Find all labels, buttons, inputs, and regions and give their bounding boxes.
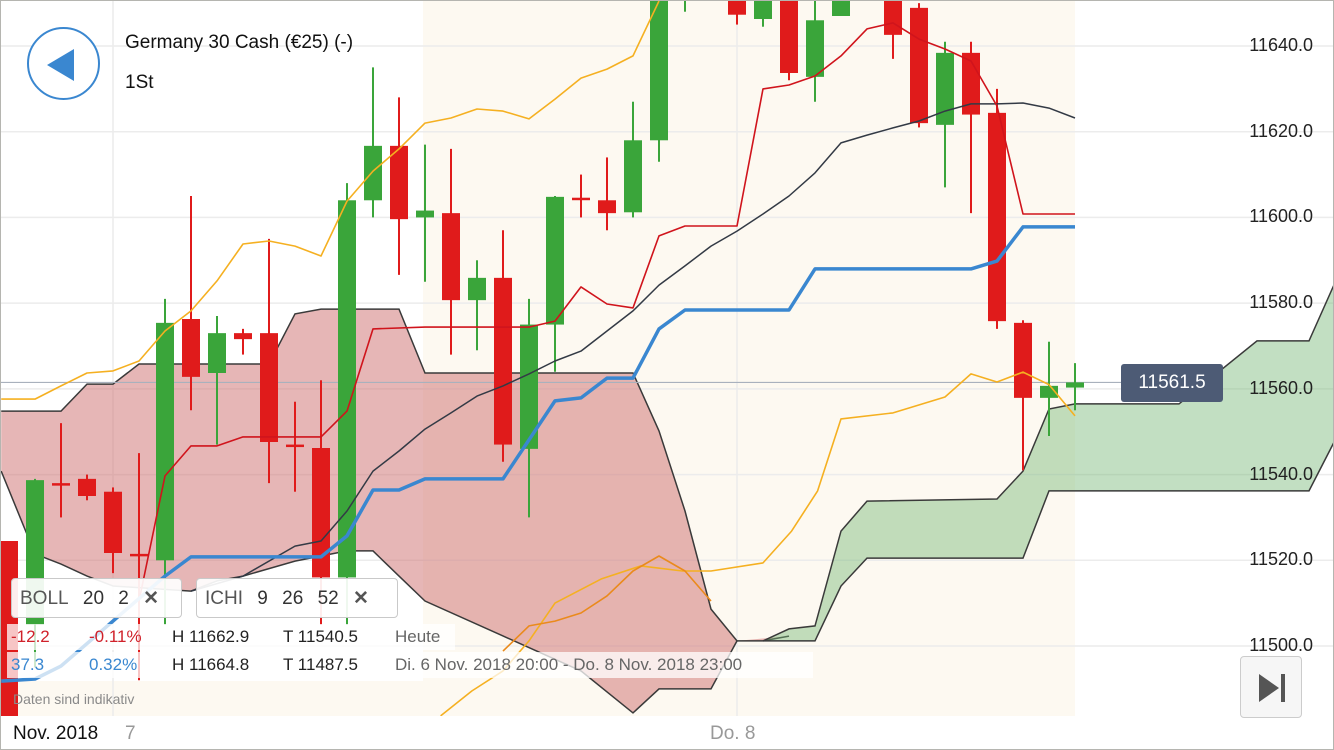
indicator-param: 9 <box>257 588 268 609</box>
y-tick-label: 11580.0 <box>1249 292 1313 313</box>
bollinger-lower-line <box>440 371 1076 717</box>
skip-to-end-icon <box>1259 674 1285 702</box>
change-value: 37.3 <box>11 655 45 674</box>
candle-down <box>312 448 330 578</box>
candle-up <box>208 333 226 373</box>
change-value: -12.2 <box>11 627 50 646</box>
stats-row-today: -12.2 -0.11% H 11662.9 T 11540.5 Heute <box>7 624 455 650</box>
candle-down <box>884 1 902 35</box>
candle-up <box>546 196 564 325</box>
candle-down <box>780 1 798 73</box>
ichimoku-orange-line <box>502 555 712 652</box>
bollinger-upper-line <box>1 1 660 400</box>
candle-down <box>390 145 408 220</box>
high-value: H 11664.8 <box>172 655 250 674</box>
indicator-param: 20 <box>82 588 105 609</box>
day-label: Do. 8 <box>710 723 756 744</box>
y-tick-label: 11540.0 <box>1249 463 1313 484</box>
candle-up <box>364 145 382 201</box>
candle-down <box>52 483 70 486</box>
candle-down <box>130 553 148 557</box>
candle-up <box>806 20 824 77</box>
day-label: 7 <box>125 723 136 744</box>
candle-up <box>416 210 434 218</box>
instrument-title: Germany 30 Cash (€25) (-) <box>125 32 354 53</box>
y-tick-label: 11520.0 <box>1249 549 1313 570</box>
y-tick-label: 11640.0 <box>1249 35 1313 55</box>
candle-up <box>156 322 174 561</box>
candle-down <box>286 444 304 448</box>
ichimoku-kijun-line <box>1 225 1075 683</box>
stats-row-period: 37.3 0.32% H 11664.8 T 11487.5 Di. 6 Nov… <box>7 652 813 678</box>
scroll-to-end-button[interactable] <box>1240 656 1302 718</box>
time-axis: Nov. 2018 7 Do. 8 <box>1 716 1333 749</box>
candle-down <box>442 213 460 301</box>
candle-up <box>624 140 642 213</box>
candle-down <box>598 200 616 214</box>
ichimoku-cloud-green <box>763 287 1333 641</box>
candle-up <box>832 1 850 16</box>
indicator-name: BOLL <box>20 588 69 609</box>
change-percent: 0.32% <box>89 655 138 674</box>
candle-down <box>260 333 278 442</box>
timeframe-label[interactable]: 1St <box>125 72 154 93</box>
candle-up <box>650 1 668 141</box>
y-tick-label: 11600.0 <box>1249 206 1313 227</box>
range-label: Heute <box>395 627 441 646</box>
indicator-name: ICHI <box>205 588 243 609</box>
candle-down <box>910 7 928 124</box>
ichimoku-cloud-green-edge <box>762 285 1333 642</box>
ichimoku-dark-line <box>190 102 1076 592</box>
indicator-param: 26 <box>282 588 304 609</box>
low-value: T 11487.5 <box>283 655 358 674</box>
candle-down <box>988 112 1006 322</box>
current-price-tag: 11561.5 <box>1121 364 1223 402</box>
y-tick-label: 11500.0 <box>1249 635 1313 655</box>
candle-down <box>572 197 590 201</box>
candle-up <box>468 277 486 301</box>
high-value: H 11662.9 <box>172 627 250 646</box>
back-button[interactable] <box>27 27 100 100</box>
close-x-icon[interactable]: ✕ <box>352 588 369 609</box>
range-label: Di. 6 Nov. 2018 20:00 - Do. 8 Nov. 2018 … <box>395 655 743 674</box>
low-value: T 11540.5 <box>283 627 358 646</box>
candle-down <box>78 478 96 496</box>
indicator-chip-boll[interactable]: BOLL 20 2 ✕ <box>11 578 182 618</box>
y-tick-label: 11560.0 <box>1249 377 1313 398</box>
candle-down <box>1014 322 1032 398</box>
ichimoku-cloud-green-edge <box>763 442 1333 642</box>
indicator-param: 2 <box>118 588 129 609</box>
ichimoku-cloud-red <box>1 309 789 713</box>
indicator-param: 52 <box>317 588 339 609</box>
triangle-left-icon <box>47 49 74 81</box>
candle-up <box>1066 382 1084 388</box>
candle-down <box>104 491 122 553</box>
session-shading <box>1 681 423 716</box>
close-x-icon[interactable]: ✕ <box>143 588 160 609</box>
candle-down <box>182 319 200 377</box>
candle-up <box>754 1 772 19</box>
y-tick-label: 11620.0 <box>1249 120 1313 141</box>
candle-up <box>520 324 538 449</box>
ichimoku-cloud-red-edge <box>1 308 790 642</box>
disclaimer-note: Daten sind indikativ <box>13 691 135 707</box>
candle-up <box>936 52 954 125</box>
candle-down <box>728 1 746 15</box>
candle-down <box>234 333 252 340</box>
change-percent: -0.11% <box>89 627 142 646</box>
month-label: Nov. 2018 <box>13 723 99 744</box>
candle-down <box>494 277 512 445</box>
candle-up <box>338 200 356 578</box>
ichimoku-tenkan-line <box>138 22 1075 602</box>
indicator-chip-ichi[interactable]: ICHI 9 26 52 ✕ <box>196 578 398 618</box>
